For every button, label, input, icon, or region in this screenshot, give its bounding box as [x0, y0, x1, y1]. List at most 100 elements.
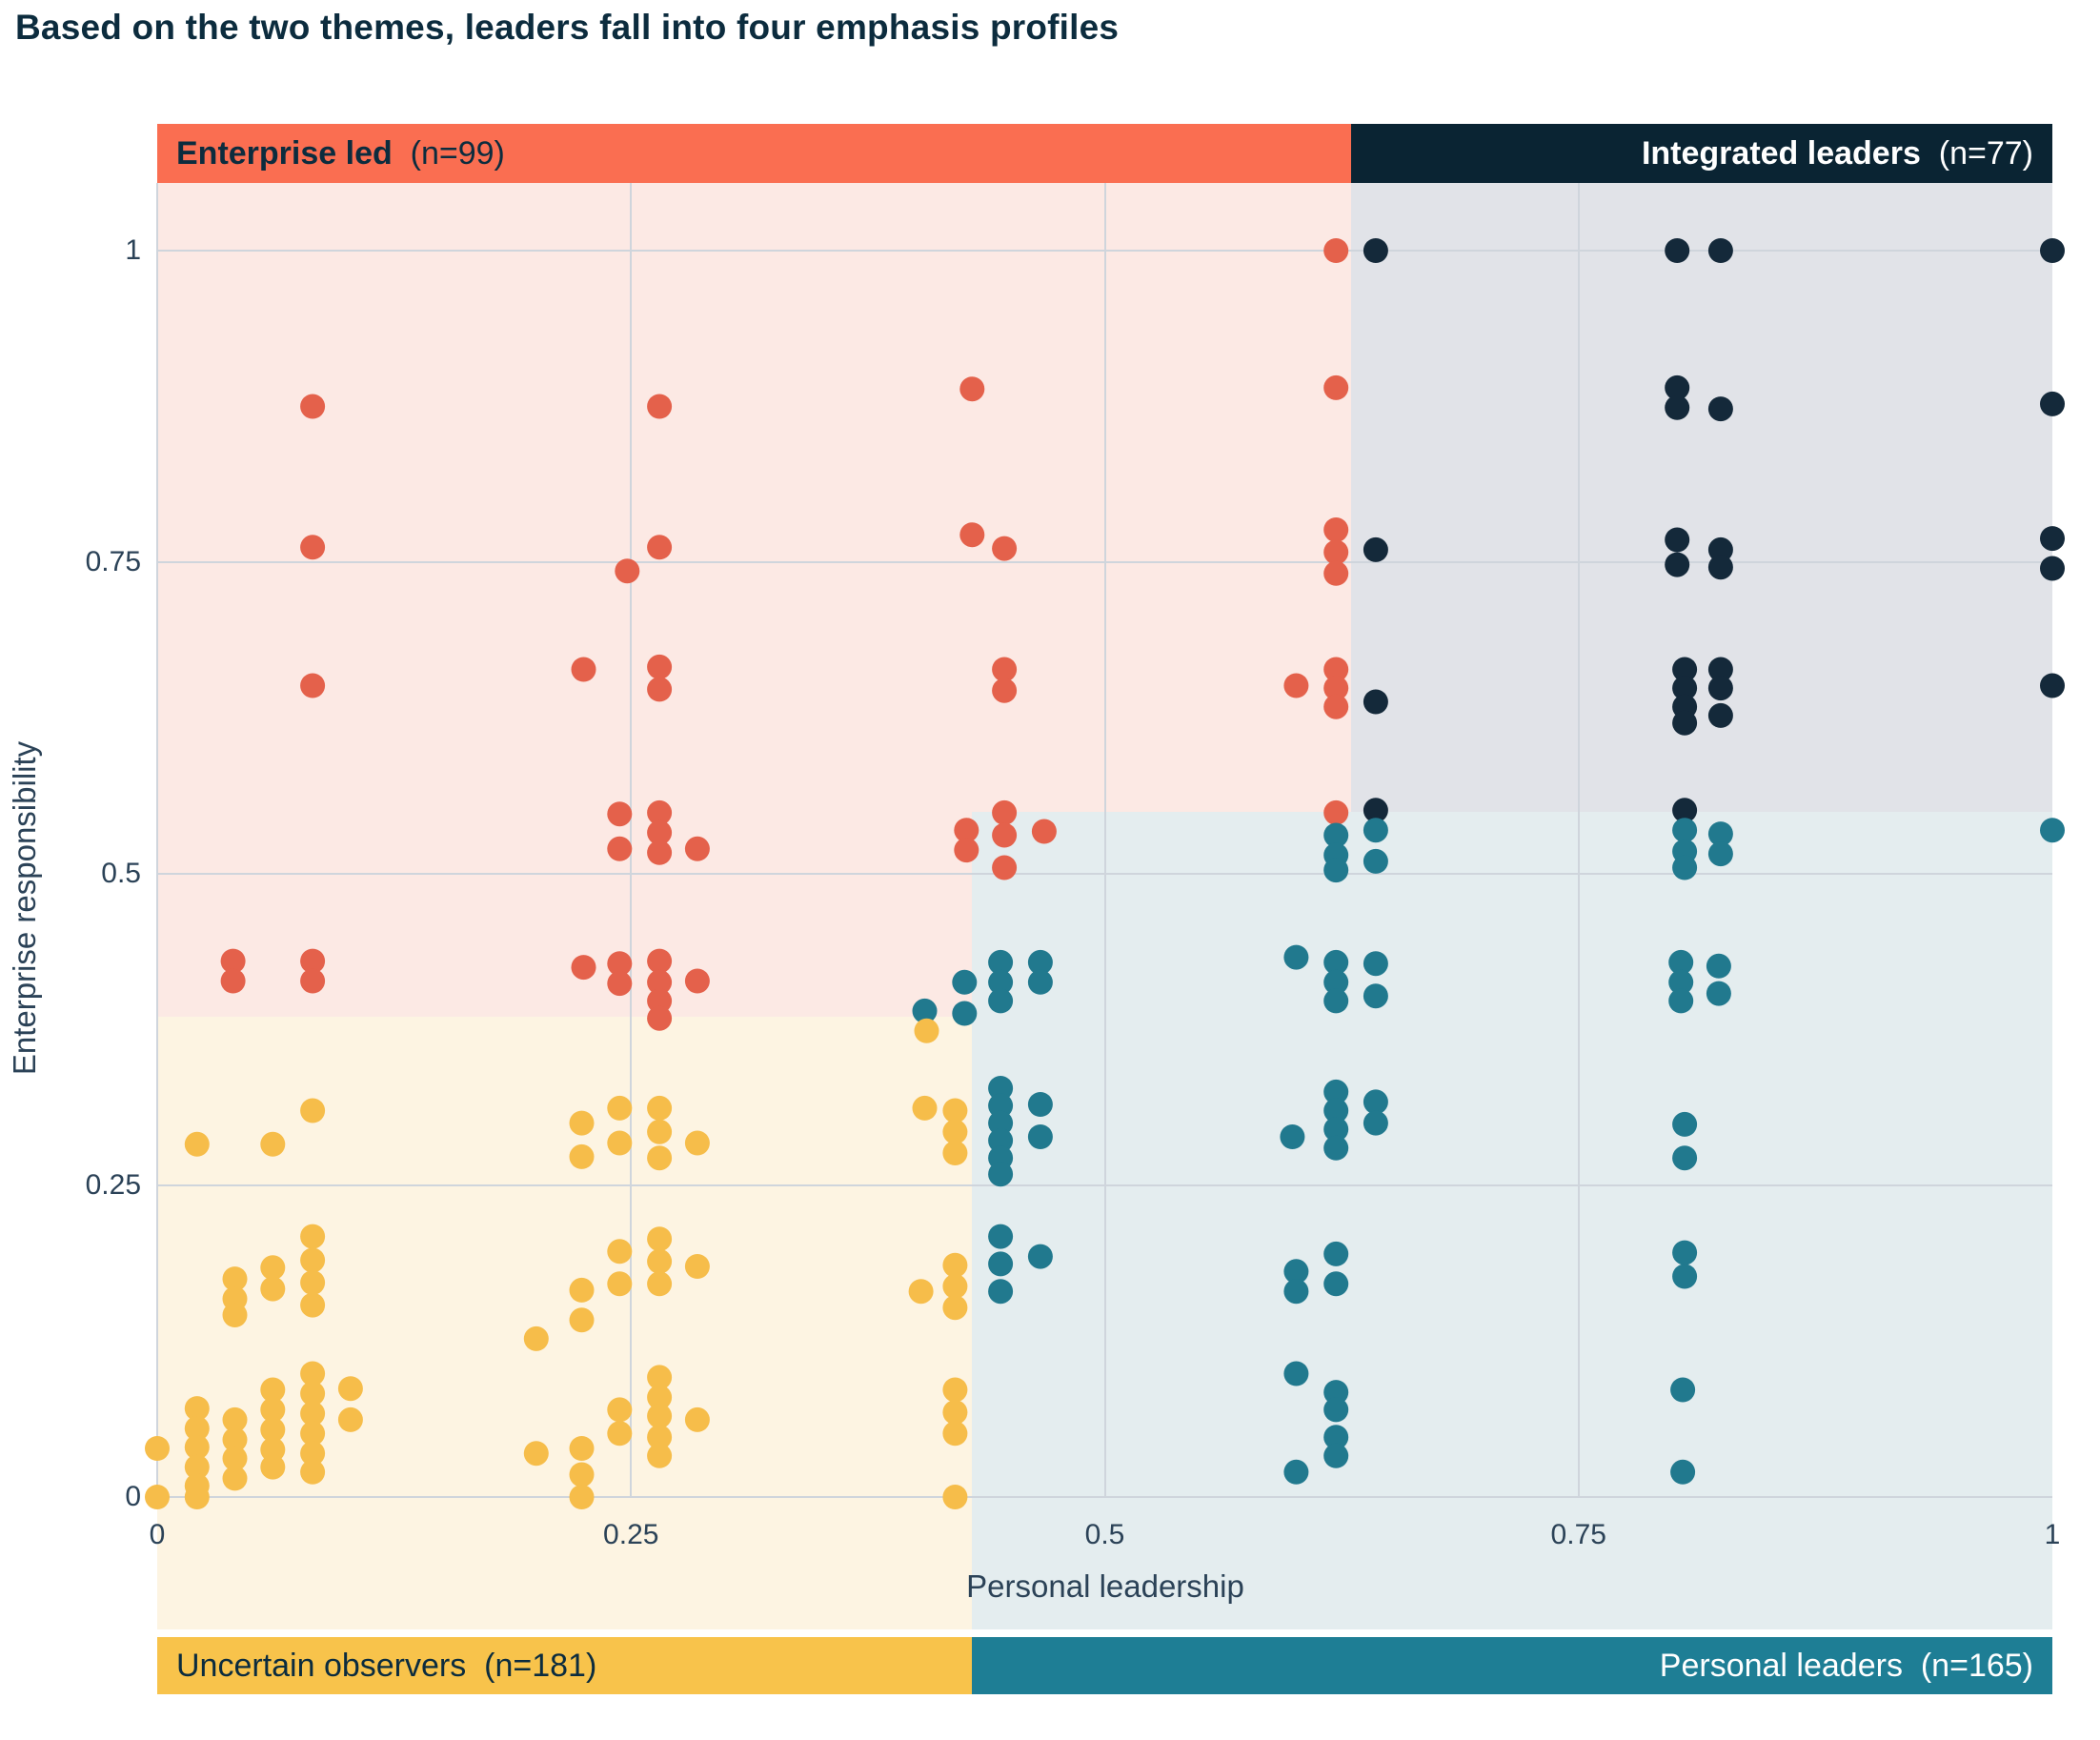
data-point: [942, 1400, 968, 1426]
data-point: [1323, 1117, 1349, 1143]
data-point: [607, 801, 633, 827]
data-point: [1668, 949, 1694, 975]
quadrant-bar-enterprise-led: Enterprise led (n=99): [157, 124, 1370, 183]
gridline-vertical: [156, 183, 158, 1497]
data-point: [1672, 1264, 1698, 1289]
data-point: [260, 1255, 286, 1281]
data-point: [1323, 1443, 1349, 1468]
data-point: [914, 1018, 939, 1043]
data-point: [647, 840, 673, 865]
data-point: [1707, 536, 1733, 562]
data-point: [1323, 858, 1349, 883]
quadrant-bar-count: (n=77): [1938, 135, 2033, 172]
quadrant-bar-label: Personal leaders: [1659, 1648, 1903, 1684]
data-point: [942, 1119, 968, 1144]
data-point: [300, 1098, 326, 1123]
data-point: [184, 1434, 210, 1460]
data-point: [1668, 988, 1694, 1014]
data-point: [222, 1266, 248, 1292]
data-point: [942, 1485, 968, 1509]
gridline-vertical: [1103, 183, 1106, 1497]
data-point: [684, 968, 710, 994]
data-point: [1031, 819, 1057, 844]
data-point: [988, 969, 1014, 995]
gridline-horizontal: [157, 873, 2052, 875]
data-point: [1706, 953, 1731, 979]
data-point: [1363, 848, 1388, 874]
data-point: [615, 558, 640, 584]
data-point: [222, 1426, 248, 1452]
data-point: [954, 818, 979, 843]
data-point: [908, 1279, 934, 1305]
data-point: [300, 1401, 326, 1426]
data-point: [647, 1145, 673, 1171]
data-point: [260, 1417, 286, 1443]
data-point: [260, 1437, 286, 1463]
data-point: [1665, 527, 1690, 553]
data-point: [992, 657, 1018, 682]
data-point: [1363, 818, 1388, 843]
data-point: [569, 1277, 595, 1303]
data-point: [647, 1443, 673, 1468]
region-personal-leaders: [972, 811, 2052, 1629]
quadrant-bar-label: Uncertain observers: [176, 1648, 467, 1684]
data-point: [2040, 238, 2065, 263]
data-point: [1323, 1241, 1349, 1266]
region-enterprise-led: [157, 811, 973, 1018]
data-point: [1707, 821, 1733, 847]
gridline-vertical: [630, 183, 633, 1497]
gridline-horizontal: [157, 561, 2052, 563]
data-point: [300, 1292, 326, 1318]
data-point: [607, 971, 633, 997]
data-point: [2040, 818, 2065, 843]
data-point: [647, 969, 673, 995]
data-point: [260, 1276, 286, 1302]
data-point: [300, 1421, 326, 1447]
data-point: [959, 522, 985, 548]
data-point: [647, 819, 673, 845]
data-point: [569, 1436, 595, 1461]
data-point: [1323, 1425, 1349, 1450]
data-point: [988, 1110, 1014, 1136]
region-integrated-leaders: [1351, 183, 2052, 812]
data-point: [300, 1381, 326, 1406]
data-point: [222, 1303, 248, 1327]
data-point: [1283, 1259, 1309, 1285]
data-point: [1027, 1244, 1053, 1269]
data-point: [569, 1307, 595, 1333]
data-point: [647, 988, 673, 1014]
data-point: [337, 1376, 363, 1402]
data-point: [992, 799, 1018, 825]
data-point: [1363, 238, 1388, 263]
region-uncertain-observers: [157, 1017, 973, 1629]
data-point: [992, 822, 1018, 848]
data-point: [1283, 1279, 1309, 1305]
quadrant-bar-personal-leaders: Personal leaders (n=165): [972, 1637, 2052, 1694]
data-point: [145, 1436, 170, 1461]
data-point: [1363, 798, 1388, 823]
data-point: [952, 969, 978, 995]
data-point: [1707, 841, 1733, 867]
quadrant-bar-count: (n=181): [484, 1648, 597, 1684]
data-point: [607, 1095, 633, 1121]
data-point: [1283, 944, 1309, 970]
data-point: [607, 1239, 633, 1265]
data-point: [523, 1325, 549, 1351]
data-point: [260, 1131, 286, 1157]
data-point: [607, 1271, 633, 1297]
data-point: [300, 1224, 326, 1249]
data-point: [1363, 689, 1388, 715]
data-point: [607, 1130, 633, 1156]
data-point: [1707, 657, 1733, 682]
data-point: [647, 535, 673, 560]
data-point: [647, 948, 673, 974]
data-point: [1280, 1124, 1305, 1149]
data-point: [1323, 822, 1349, 848]
data-point: [647, 394, 673, 419]
data-point: [647, 1005, 673, 1031]
data-point: [1323, 949, 1349, 975]
data-point: [1323, 539, 1349, 565]
data-point: [1672, 855, 1698, 880]
